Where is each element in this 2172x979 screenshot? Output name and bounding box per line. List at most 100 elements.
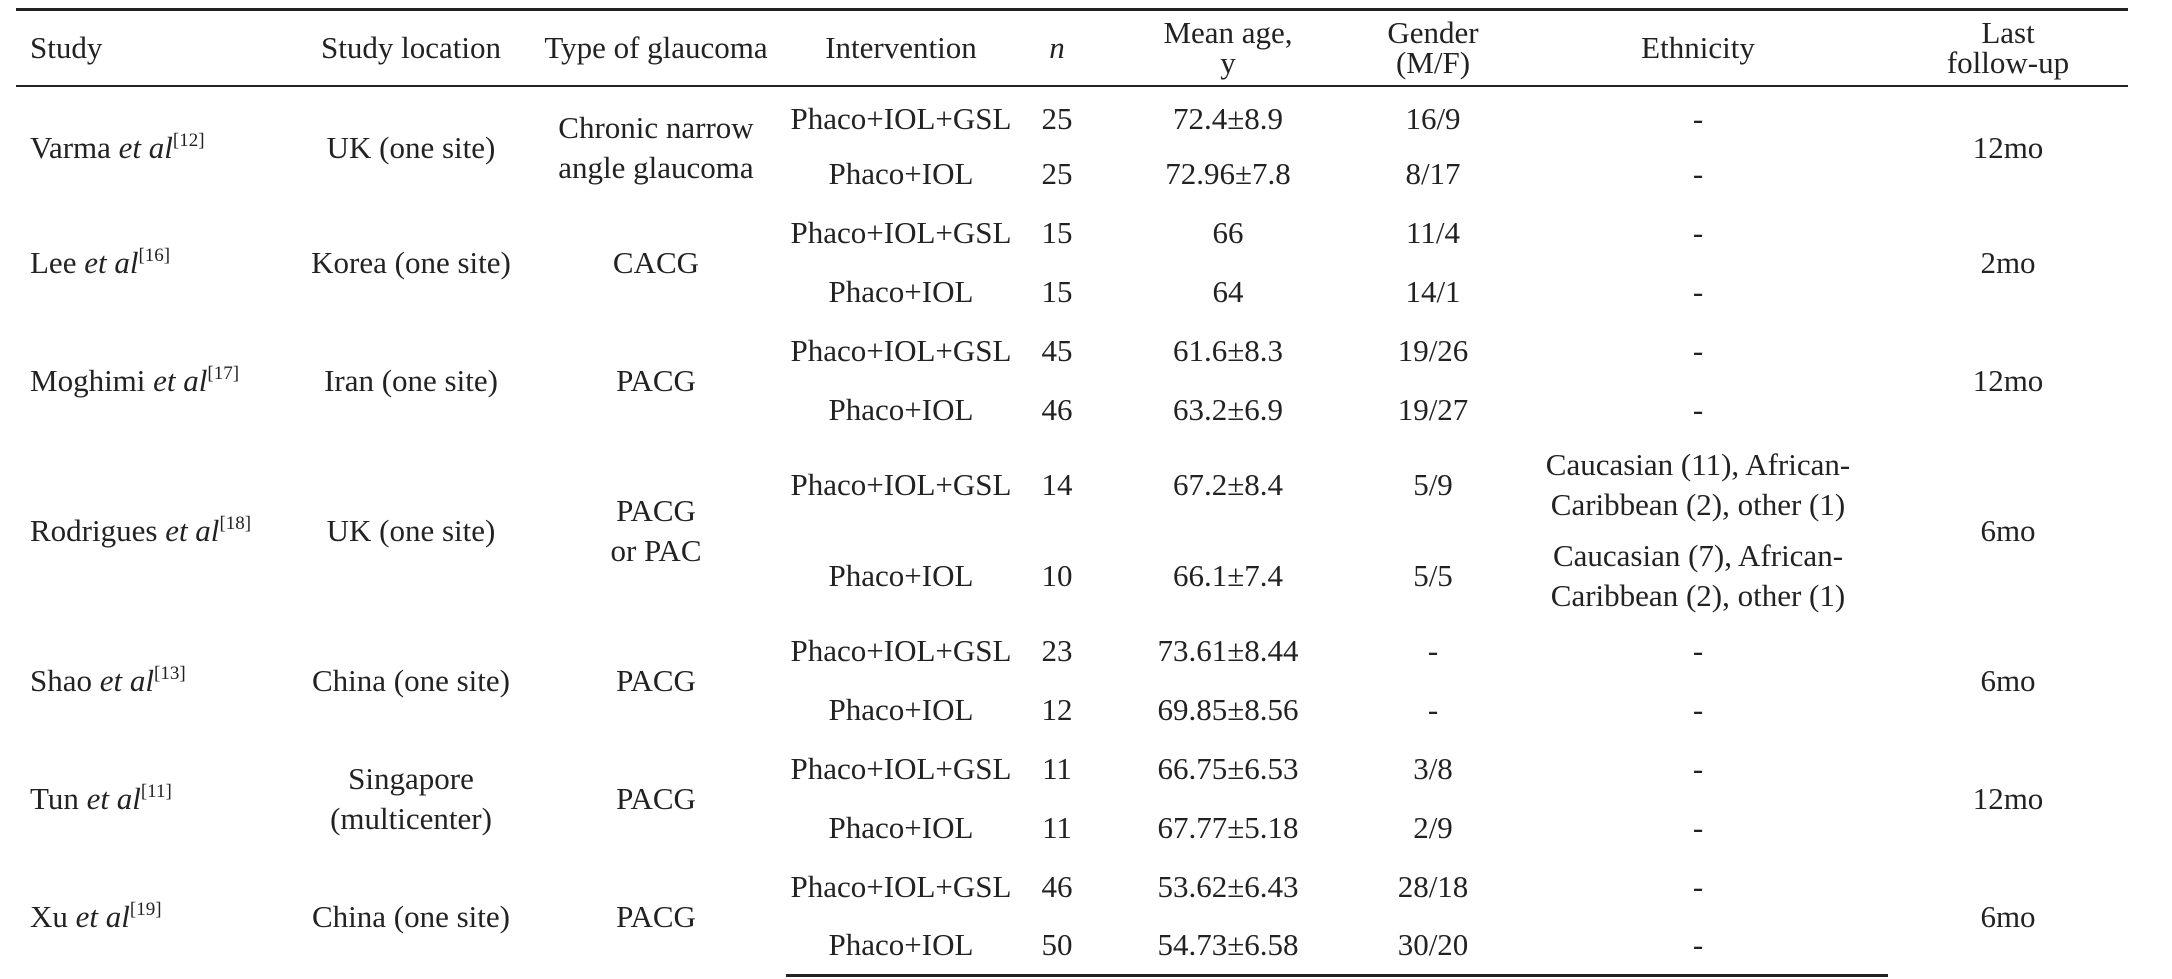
ethnicity-cell: - <box>1692 100 1704 136</box>
gender-cell: 2/9 <box>1413 810 1453 845</box>
study-et-al: et al <box>75 898 130 934</box>
header-mean-age: Mean age, y <box>1098 8 1358 87</box>
ethnicity-cell: Caucasian (11), African- Caribbean (2), … <box>1545 447 1851 522</box>
study-cell: Xu et al[19] <box>16 858 296 976</box>
intervention-cell: Phaco+IOL <box>828 274 974 309</box>
mean-age-cell: 53.62±6.43 <box>1157 869 1299 904</box>
n-cell: 15 <box>1041 274 1073 309</box>
gender-cell: 5/5 <box>1413 558 1453 593</box>
table-row: Tun et al[11] Singapore (multicenter) PACG… <box>16 740 2128 836</box>
mean-age-cell: 72.96±7.8 <box>1165 156 1291 191</box>
study-et-al: et al <box>153 362 208 398</box>
study-cell: Rodrigues et al[18] <box>16 440 296 622</box>
ethnicity-cell: - <box>1508 916 1888 977</box>
gender-cell: 5/9 <box>1413 467 1453 502</box>
table-row: Phaco+IOL 50 54.73±6.58 30/20- <box>16 916 2128 977</box>
gender-cell: 11/4 <box>1406 215 1460 250</box>
table-row: Phaco+IOL 46 63.2±6.9 19/27 - <box>16 381 2128 440</box>
header-study-location: Study location <box>296 8 526 87</box>
n-cell: 45 <box>1041 333 1073 368</box>
table-header: Study Study location Type of glaucoma In… <box>16 8 2128 87</box>
header-intervention: Intervention <box>786 8 1016 87</box>
study-et-al: et al <box>99 662 154 698</box>
n-cell: 46 <box>1041 869 1073 904</box>
table-row: Phaco+IOL 12 69.85±8.56 - - <box>16 681 2128 740</box>
ethnicity-cell: Caucasian (7), African- Caribbean (2), o… <box>1550 538 1846 613</box>
ethnicity-cell: - <box>1692 633 1704 668</box>
mean-age-cell: 61.6±8.3 <box>1172 333 1283 368</box>
n-cell: 50 <box>1016 916 1098 977</box>
glaucoma-type-cell: Chronic narrow angle glaucoma <box>558 110 754 185</box>
last-follow-up-cell: 12mo <box>1972 362 2044 398</box>
study-et-al: et al <box>84 244 139 280</box>
study-cell: Varma et al[12] <box>16 86 296 204</box>
n-cell: 23 <box>1041 633 1073 668</box>
ethnicity-cell: - <box>1692 156 1704 191</box>
study-location-cell: UK (one site) <box>326 130 496 165</box>
gender-cell: 3/8 <box>1413 751 1453 786</box>
table-row: Moghimi et al[17] Iran (one site) PACG Phac… <box>16 322 2128 398</box>
intervention-cell: Phaco+IOL <box>828 810 974 845</box>
glaucoma-type-cell: PACG <box>616 780 696 816</box>
mean-age-cell: 69.85±8.56 <box>1157 692 1299 727</box>
gender-cell: 14/1 <box>1405 274 1461 309</box>
study-author: Moghimi <box>30 362 154 398</box>
table-row: Xu et al[19] China (one site) PACG Phaco+IO… <box>16 858 2128 934</box>
n-cell: 11 <box>1042 810 1072 845</box>
mean-age-cell: 72.4±8.9 <box>1172 100 1283 136</box>
mean-age-cell: 66 <box>1212 215 1244 250</box>
gender-cell: - <box>1427 692 1439 727</box>
table-row: Varma et al[12] UK (one site) Chronic narr… <box>16 86 2128 186</box>
mean-age-cell: 63.2±6.9 <box>1172 392 1283 427</box>
glaucoma-type-cell: PACG <box>616 898 696 934</box>
study-et-al: et al <box>86 780 141 816</box>
glaucoma-type-cell: CACG <box>612 244 700 280</box>
study-reference: [16] <box>138 244 171 266</box>
n-cell: 11 <box>1042 751 1072 786</box>
ethnicity-cell: - <box>1692 751 1704 786</box>
mean-age-cell: 73.61±8.44 <box>1157 633 1299 668</box>
n-cell: 46 <box>1041 392 1073 427</box>
study-et-al: et al <box>118 130 173 165</box>
study-reference: [19] <box>129 898 162 920</box>
intervention-cell: Phaco+IOL <box>786 916 1016 977</box>
ethnicity-cell: - <box>1692 869 1704 904</box>
study-location-cell: China (one site) <box>311 898 510 934</box>
glaucoma-type-cell: PACG or PAC <box>610 492 702 568</box>
n-cell: 25 <box>1041 156 1073 191</box>
header-glaucoma-type: Type of glaucoma <box>526 8 786 87</box>
study-cell: Moghimi et al[17] <box>16 322 296 440</box>
table-row: Rodrigues et al[18] UK (one site) PACG or … <box>16 440 2128 568</box>
study-reference: [12] <box>172 130 205 151</box>
study-location-cell: Korea (one site) <box>311 244 511 280</box>
n-cell: 25 <box>1041 100 1073 136</box>
intervention-cell: Phaco+IOL+GSL <box>790 869 1012 904</box>
gender-cell: 19/27 <box>1397 392 1469 427</box>
header-last-follow-up: Last follow-up <box>1888 8 2128 87</box>
table-row: Phaco+IOL 25 72.96±7.8 8/17 - <box>16 145 2128 204</box>
intervention-cell: Phaco+IOL <box>828 692 974 727</box>
intervention-cell: Phaco+IOL+GSL <box>790 100 1012 136</box>
mean-age-cell: 66.1±7.4 <box>1172 558 1283 593</box>
intervention-cell: Phaco+IOL <box>828 392 974 427</box>
n-cell: 10 <box>1041 558 1073 593</box>
intervention-cell: Phaco+IOL+GSL <box>790 633 1012 668</box>
ethnicity-cell: - <box>1692 215 1704 250</box>
last-follow-up-cell: 6mo <box>1980 662 2036 698</box>
header-n: n <box>1016 8 1098 87</box>
gender-cell: 28/18 <box>1397 869 1469 904</box>
study-reference: [13] <box>154 662 186 684</box>
mean-age-cell: 54.73±6.58 <box>1098 916 1358 977</box>
header-row: Study Study location Type of glaucoma In… <box>16 8 2128 87</box>
table-row: Lee et al[16] Korea (one site) CACG Phaco+I… <box>16 204 2128 280</box>
intervention-cell: Phaco+IOL+GSL <box>790 467 1012 502</box>
study-author: Rodrigues <box>30 512 166 548</box>
mean-age-cell: 67.2±8.4 <box>1172 467 1283 502</box>
study-location-cell: China (one site) <box>311 662 510 698</box>
study-reference: [11] <box>140 780 172 802</box>
study-author: Varma <box>30 130 119 165</box>
intervention-cell: Phaco+IOL+GSL <box>790 333 1012 368</box>
header-gender: Gender (M/F) <box>1358 8 1508 87</box>
study-location-cell: Singapore (multicenter) <box>330 760 492 836</box>
intervention-cell: Phaco+IOL+GSL <box>790 215 1012 250</box>
